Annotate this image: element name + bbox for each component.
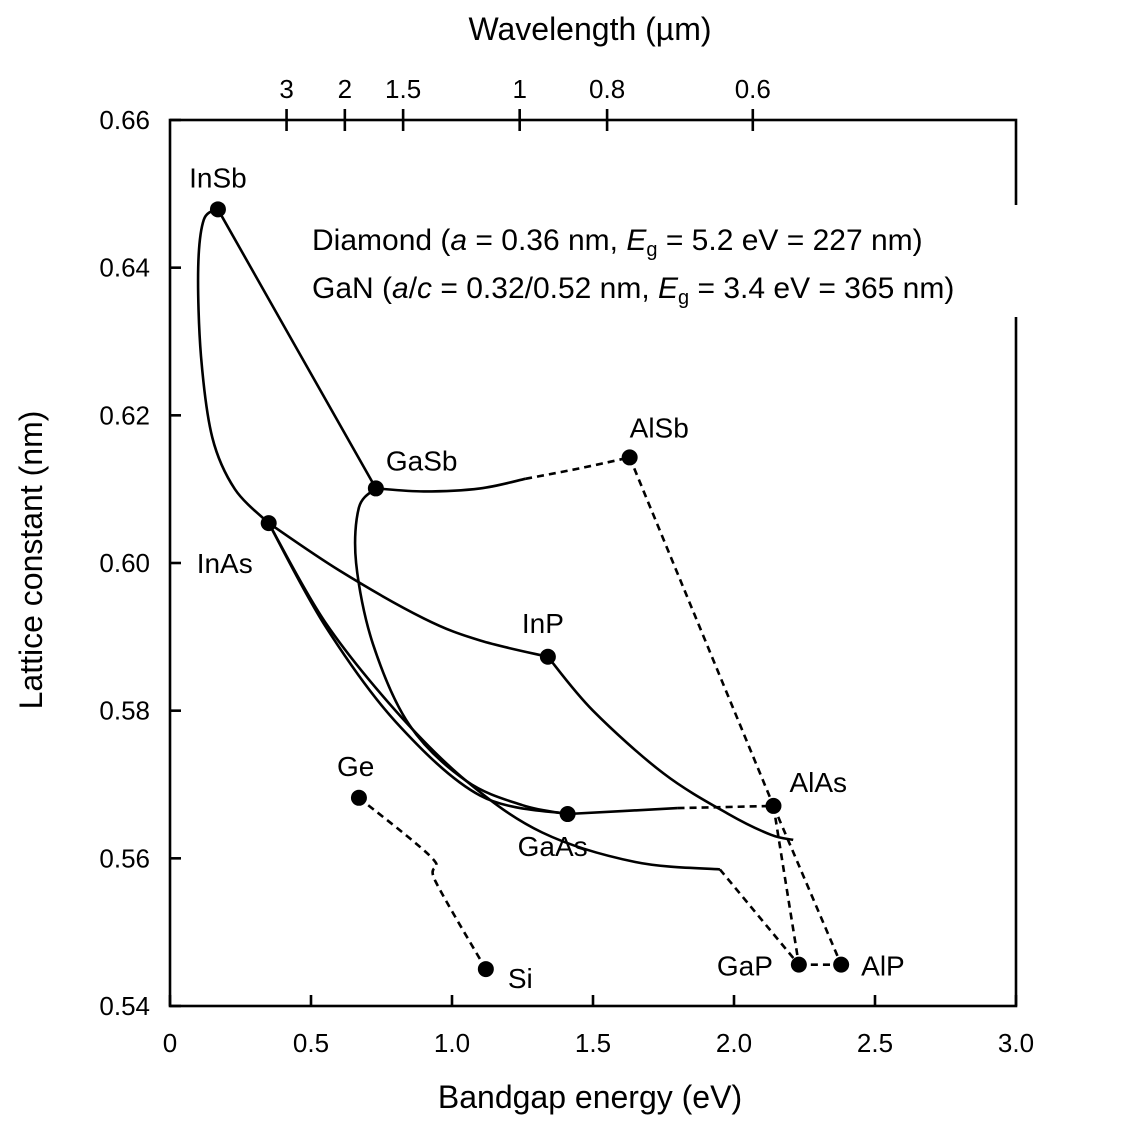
x-axis-title: Bandgap energy (eV) xyxy=(438,1079,742,1115)
x-tick-label: 1.5 xyxy=(575,1028,611,1058)
alloy-curve-5 xyxy=(267,522,549,659)
alloy-curve-10 xyxy=(267,522,721,871)
alloy-curve-9 xyxy=(677,804,774,810)
point-gasb xyxy=(367,480,384,497)
point-label-inp: InP xyxy=(522,608,564,639)
point-label-gaas: GaAs xyxy=(518,831,588,862)
y-tick-label: 0.64 xyxy=(99,253,150,283)
data-points: InSb GaSb AlSb InAs InP AlAs GaAs Ge Si GaP AlP xyxy=(189,162,905,994)
alloy-curve-2 xyxy=(375,477,526,493)
diamond-annotation: Diamond (a = 0.36 nm, Eg = 5.2 eV = 227 … xyxy=(312,224,923,261)
alloy-curve-0 xyxy=(216,208,378,490)
point-gap xyxy=(790,956,807,973)
point-label-gap: GaP xyxy=(717,951,773,982)
y-tick-label: 0.56 xyxy=(99,843,150,873)
alloy-curve-1 xyxy=(196,208,270,525)
alloy-curve-8 xyxy=(567,806,678,816)
point-label-insb: InSb xyxy=(189,162,247,193)
top-axis-title: Wavelength (µm) xyxy=(468,11,711,47)
point-label-alp: AlP xyxy=(861,951,905,982)
y-axis-title: Lattice constant (nm) xyxy=(13,411,49,710)
point-insb xyxy=(209,201,226,218)
top-tick-label: 2 xyxy=(338,74,352,104)
point-alp xyxy=(833,956,850,973)
alloy-curve-7 xyxy=(546,655,794,842)
point-label-gasb: GaSb xyxy=(386,445,458,476)
point-alsb xyxy=(621,449,638,466)
alloy-curve-4 xyxy=(353,487,568,816)
point-inp xyxy=(539,648,556,665)
alloy-curve-13 xyxy=(772,805,801,965)
point-label-ge: Ge xyxy=(337,751,374,782)
point-si xyxy=(477,961,494,978)
y-tick-label: 0.58 xyxy=(99,696,150,726)
x-tick-label: 2.5 xyxy=(857,1028,893,1058)
gan-annotation: GaN (a/c = 0.32/0.52 nm, Eg = 3.4 eV = 3… xyxy=(312,272,954,309)
alloy-curve-11 xyxy=(718,868,800,966)
top-tick-label: 0.8 xyxy=(589,74,625,104)
x-tick-label: 3.0 xyxy=(998,1028,1034,1058)
point-label-si: Si xyxy=(508,963,533,994)
point-alas xyxy=(765,797,782,814)
y-tick-label: 0.60 xyxy=(99,548,150,578)
axes: 0 0.5 1.0 1.5 2.0 2.5 3.00.540.560.580.600.620… xyxy=(99,74,1034,1058)
top-tick-label: 3 xyxy=(279,74,293,104)
point-inas xyxy=(260,515,277,532)
alloy-curve-16 xyxy=(358,796,487,970)
alloy-curve-12 xyxy=(628,456,775,807)
alloy-curve-3 xyxy=(525,456,630,481)
top-tick-label: 1.5 xyxy=(385,74,421,104)
top-tick-label: 0.6 xyxy=(735,74,771,104)
alloy-curve-6 xyxy=(267,522,568,816)
point-label-alas: AlAs xyxy=(789,767,847,798)
annotation-background xyxy=(300,205,1134,317)
point-gaas xyxy=(559,806,576,823)
point-label-inas: InAs xyxy=(197,548,253,579)
y-tick-label: 0.62 xyxy=(99,400,150,430)
alloy-curves xyxy=(196,208,843,970)
annotations: Diamond (a = 0.36 nm, Eg = 5.2 eV = 227 … xyxy=(300,205,1134,317)
point-ge xyxy=(350,789,367,806)
x-tick-label: 1.0 xyxy=(434,1028,470,1058)
alloy-curve-14 xyxy=(772,805,843,966)
y-tick-label: 0.66 xyxy=(99,105,150,135)
y-tick-label: 0.54 xyxy=(99,991,150,1021)
point-label-alsb: AlSb xyxy=(630,412,689,443)
x-tick-label: 2.0 xyxy=(716,1028,752,1058)
x-tick-label: 0.5 xyxy=(293,1028,329,1058)
top-tick-label: 1 xyxy=(512,74,526,104)
x-tick-label: 0 xyxy=(163,1028,177,1058)
